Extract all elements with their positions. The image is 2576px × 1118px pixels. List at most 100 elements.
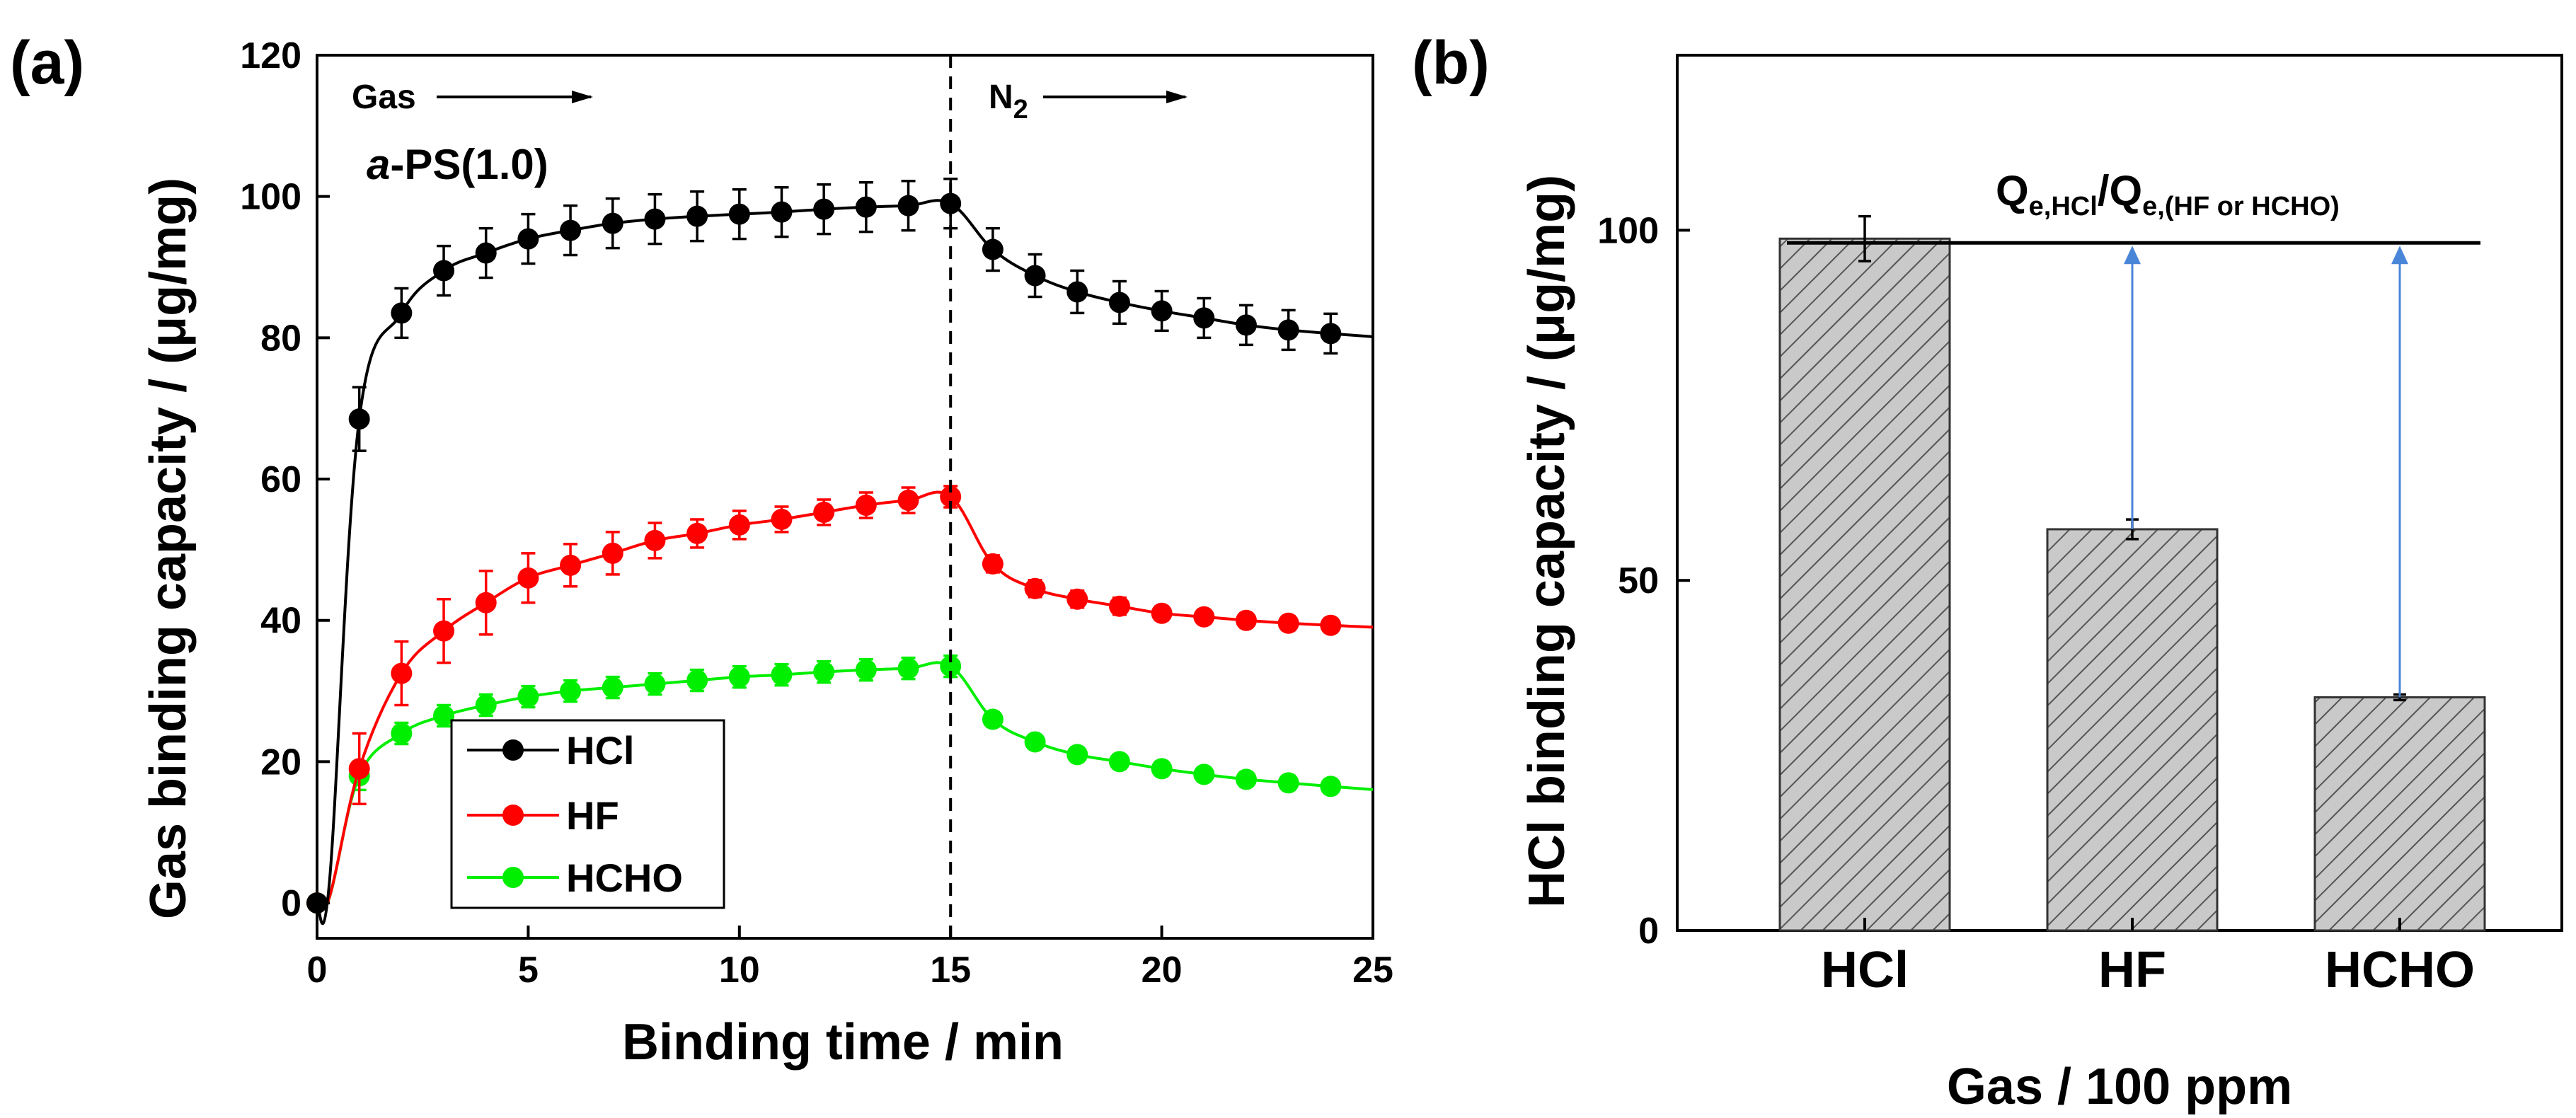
data-point-hcl [813, 198, 835, 220]
data-point-hcho [644, 673, 666, 695]
data-point-hcl [855, 196, 877, 218]
data-point-hcl [1108, 292, 1130, 313]
data-point-hcho [602, 676, 623, 698]
n2-arrowhead-icon [1166, 91, 1188, 103]
data-point-hf [517, 567, 539, 589]
data-point-hf [1235, 609, 1257, 631]
panel-b-x-axis-title: Gas / 100 ppm [1947, 1059, 2292, 1115]
series-hf [306, 485, 1374, 914]
gas-label: Gas [352, 79, 416, 116]
data-point-hf [644, 529, 666, 551]
data-point-hcho [686, 669, 708, 691]
data-point-hcho [771, 664, 793, 686]
panel-b: (b) 0 50 100 HCl HF HCHO Qe,HCl/Qe,(HF or HC… [1412, 29, 2563, 1115]
svg-text:HCHO: HCHO [566, 855, 683, 900]
data-point-hcl [1277, 319, 1299, 341]
panel-a: (a) 0 5 10 15 20 25 0 20 40 60 80 100 120 Gas N2 a-P… [10, 29, 1393, 1071]
panel-b-label: (b) [1412, 29, 1490, 97]
y-tick-label: 60 [260, 459, 301, 500]
panel-b-arrows [1787, 241, 2480, 698]
data-point-hcl [982, 238, 1004, 260]
data-point-hcho [391, 722, 413, 744]
x-tick-label-hcl: HCl [1821, 942, 1909, 998]
data-point-hcl [475, 242, 497, 264]
data-point-hcl [1151, 300, 1173, 322]
data-point-hcho [982, 708, 1004, 730]
panel-a-plot-area [316, 54, 1374, 940]
data-point-hcho [1193, 763, 1215, 785]
data-point-hf [855, 494, 877, 516]
data-point-hf [1108, 595, 1130, 617]
panel-a-y-axis-title: Gas binding capacity / (μg/mg) [140, 178, 197, 919]
data-point-hf [728, 514, 750, 536]
bar-hcho [2313, 696, 2486, 932]
data-point-hcl [940, 192, 962, 214]
x-tick-label: 15 [930, 950, 971, 991]
panel-b-ticks: 0 50 100 [1597, 210, 1690, 952]
data-point-hf [475, 592, 497, 613]
data-point-hcl [1235, 314, 1257, 336]
bar-hf [2046, 528, 2219, 932]
data-point-hcho [813, 661, 835, 683]
data-point-hf [391, 662, 413, 684]
x-tick-label: 20 [1142, 950, 1183, 991]
data-point-hf [602, 542, 623, 564]
data-point-hcl [1066, 281, 1088, 303]
series-hcho [306, 654, 1374, 914]
legend-entry-hcl: HCl [467, 728, 634, 773]
x-tick-label: 0 [307, 950, 328, 991]
series-hcl [306, 177, 1374, 926]
data-point-hcho [1024, 731, 1046, 753]
data-point-hf [982, 553, 1004, 575]
data-point-hf [897, 489, 919, 511]
x-tick-label-hcho: HCHO [2325, 942, 2475, 998]
data-point-hcl [602, 212, 623, 234]
data-point-hcho [560, 680, 582, 702]
data-point-hf [813, 501, 835, 523]
y-tick-label: 20 [260, 742, 301, 783]
svg-text:HCl: HCl [566, 728, 634, 773]
panel-b-bars: HCl HF HCHO [1778, 214, 2486, 998]
data-point-hcl [433, 260, 455, 282]
data-point-hcho [940, 655, 962, 677]
data-point-hf [1320, 614, 1342, 636]
data-point-hcl [728, 203, 750, 225]
y-tick-label: 100 [240, 177, 301, 218]
data-point-hcho [728, 666, 750, 688]
svg-text:HF: HF [566, 793, 619, 838]
panel-a-ticks: 0 5 10 15 20 25 0 20 40 60 80 100 120 [240, 35, 1393, 991]
panel-a-series [306, 177, 1374, 926]
data-point-hcl [348, 408, 370, 430]
panel-b-y-axis-title: HCl binding capacity / (μg/mg) [1519, 175, 1575, 908]
ratio-arrowhead-icon [2391, 246, 2408, 265]
data-point-hcho [855, 659, 877, 681]
y-tick-label: 120 [240, 35, 301, 76]
x-tick-label: 25 [1352, 950, 1393, 991]
panel-a-label: (a) [10, 29, 84, 97]
y-tick-label: 50 [1618, 560, 1659, 601]
data-point-hcl [897, 195, 919, 217]
y-tick-label: 100 [1597, 210, 1659, 251]
series-line-hf [316, 490, 1374, 911]
data-point-hf [433, 620, 455, 642]
data-point-hcho [433, 705, 455, 727]
data-point-hcho [1151, 758, 1173, 780]
data-point-hcho [1277, 772, 1299, 794]
data-point-hf [560, 554, 582, 576]
n2-label: N2 [989, 79, 1028, 125]
panel-a-x-axis-title: Binding time / min [622, 1014, 1064, 1071]
gas-arrowhead-icon [572, 91, 593, 103]
legend: HCl HF HCHO [450, 719, 725, 909]
data-point-hf [348, 758, 370, 780]
data-point-hf [686, 522, 708, 544]
data-point-hcl [517, 228, 539, 250]
data-point-hcl [1320, 323, 1342, 345]
ratio-annotation: Qe,HCl/Qe,(HF or HCHO) [1996, 167, 2340, 221]
y-tick-label: 0 [1638, 911, 1659, 952]
data-point-hcl [560, 219, 582, 241]
data-point-hf [940, 486, 962, 507]
data-point-hcho [475, 694, 497, 716]
y-tick-label: 80 [260, 318, 301, 359]
data-point-hf [771, 508, 793, 530]
